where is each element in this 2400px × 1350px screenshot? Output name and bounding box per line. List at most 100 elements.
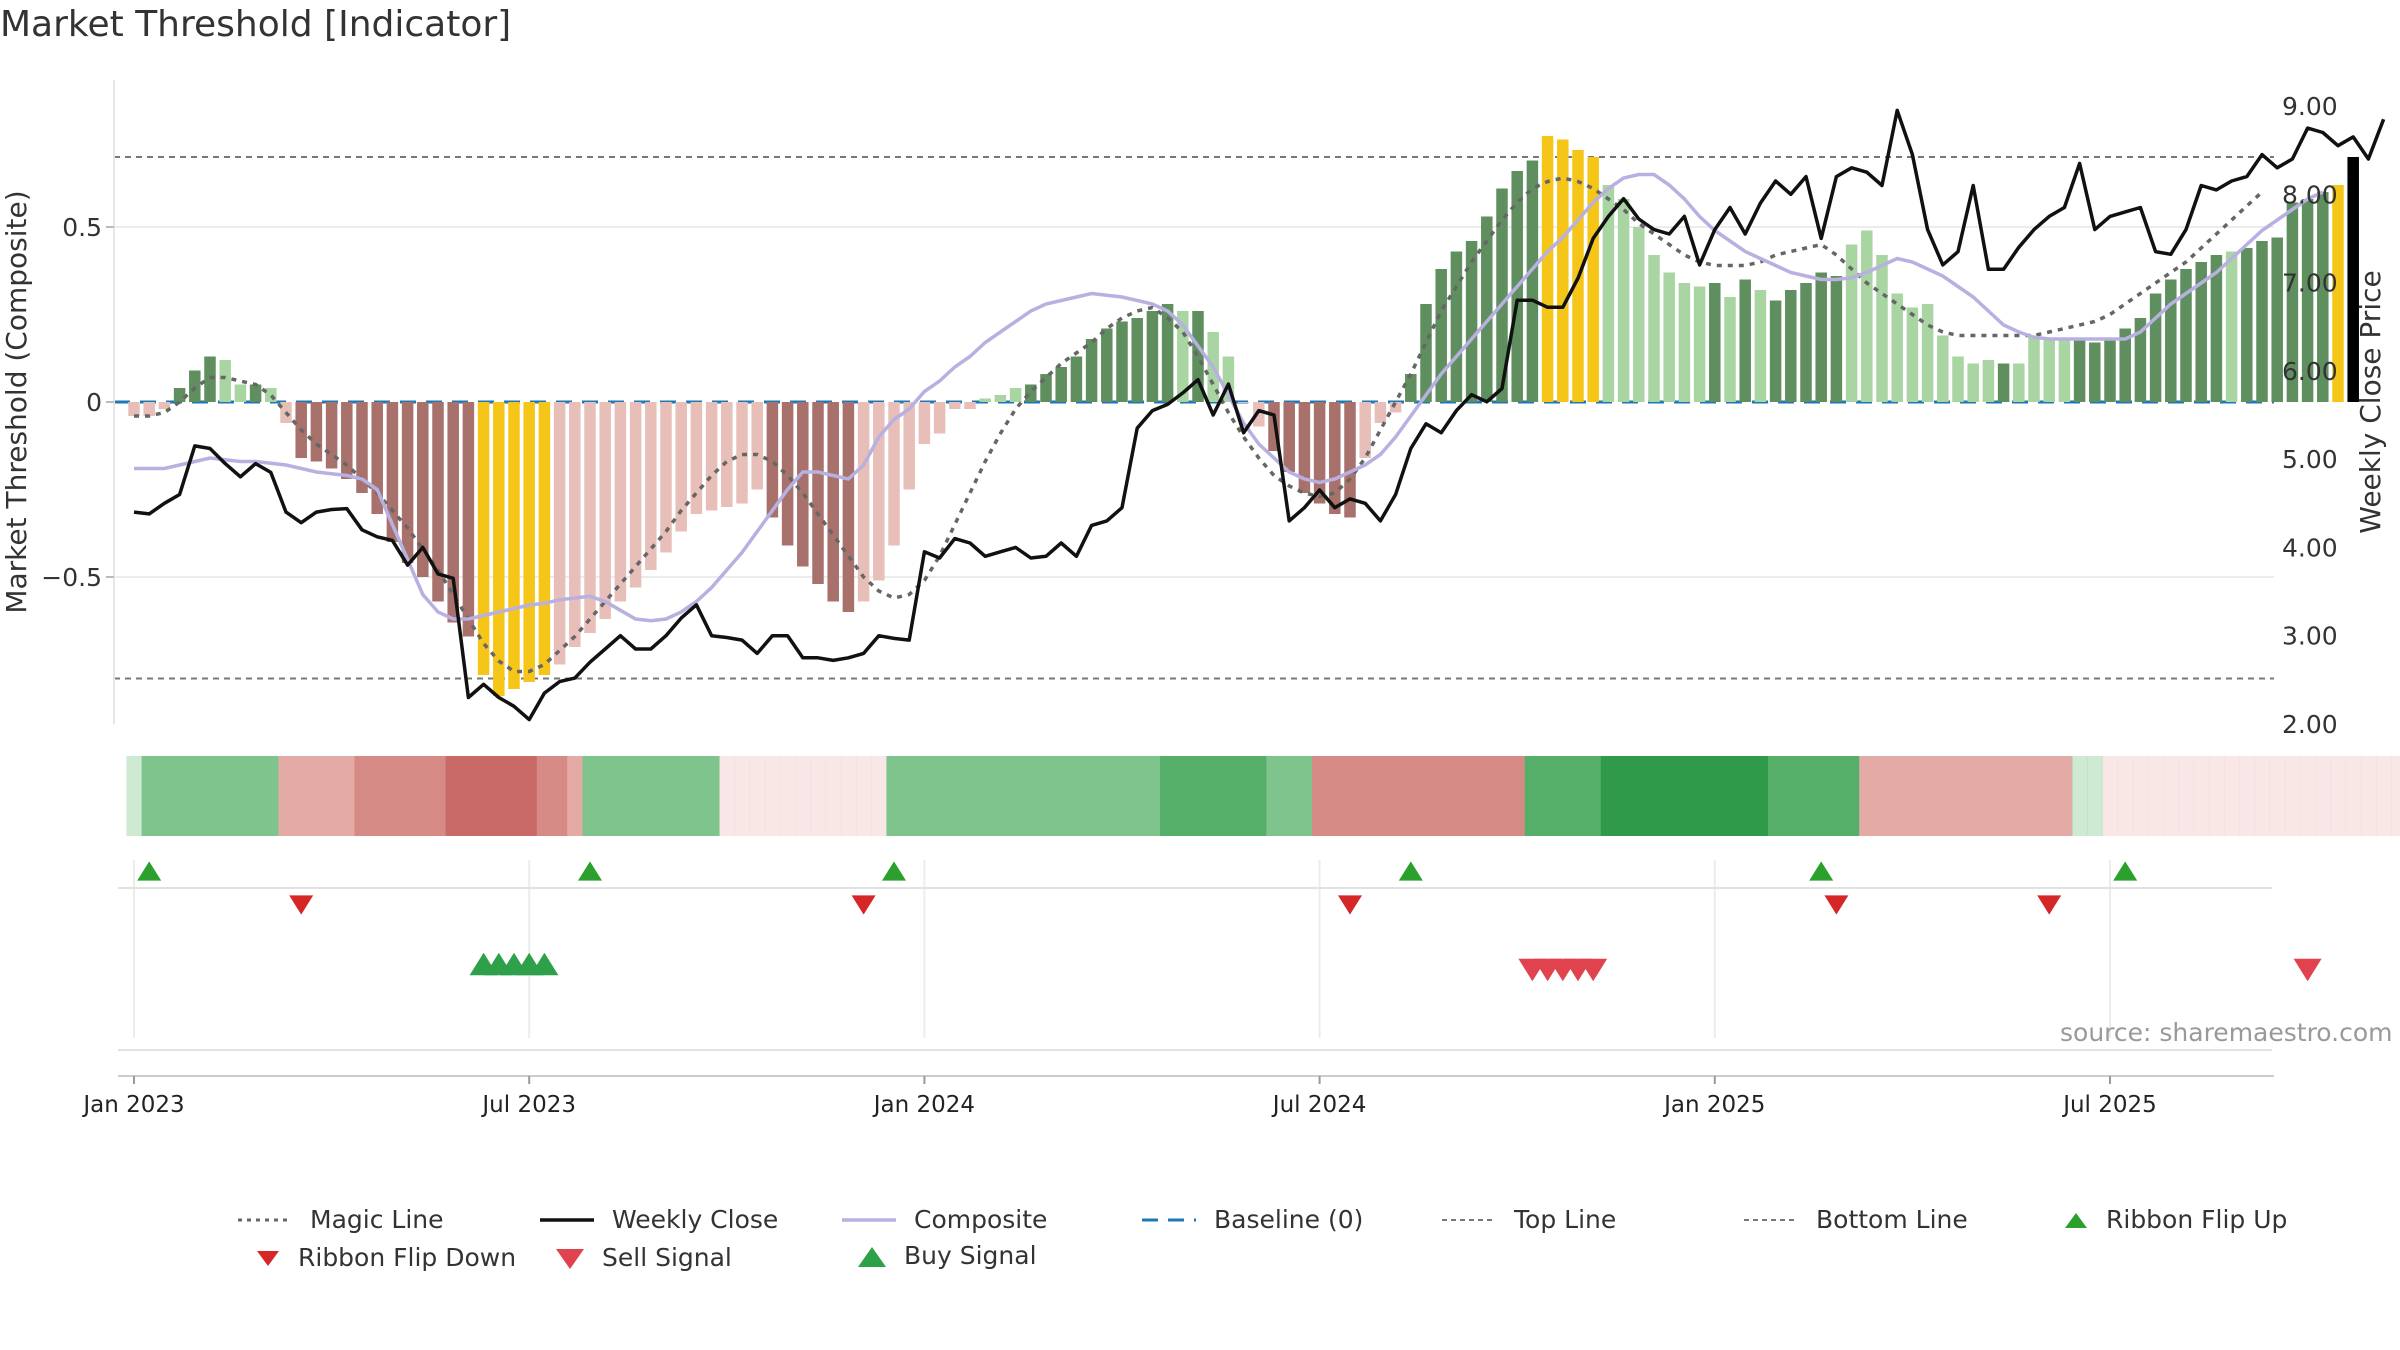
- ribbon-flip-up-marker: [137, 861, 162, 881]
- x-tick-label: Jul 2025: [2061, 1092, 2157, 1118]
- ribbon-cell: [840, 756, 857, 836]
- ribbon-cell: [1418, 756, 1435, 836]
- composite-bar: [766, 402, 779, 518]
- composite-bar: [690, 402, 703, 514]
- ribbon-cell: [1068, 756, 1085, 836]
- composite-bar: [1313, 402, 1326, 504]
- composite-bar: [1283, 402, 1295, 472]
- ribbon-cell: [400, 756, 416, 836]
- x-axis: Jan 2023 Jul 2023 Jan 2024 Jul 2024 Jan 2025…: [81, 1075, 2274, 1118]
- ribbon-cell: [552, 756, 568, 836]
- ribbon-cell: [232, 756, 249, 836]
- composite-bar: [1496, 188, 1508, 402]
- ribbon-cell: [1433, 756, 1450, 836]
- ribbon-cell: [2087, 756, 2103, 836]
- composite-bar: [675, 402, 687, 532]
- ribbon-cell: [764, 756, 781, 836]
- composite-bar: [2317, 192, 2329, 402]
- ribbon-cell: [704, 756, 720, 836]
- composite-bar: [1845, 244, 1858, 402]
- ribbon-cell: [1008, 756, 1024, 836]
- ribbon-cell: [2345, 756, 2362, 836]
- legend-label: Sell Signal: [602, 1243, 732, 1272]
- ribbon-cell: [1053, 756, 1070, 836]
- ribbon-cell: [354, 756, 371, 836]
- composite-bar: [1906, 307, 1919, 402]
- ribbon-cell: [688, 756, 705, 836]
- ribbon-cell: [2224, 756, 2240, 836]
- composite-bar: [1161, 304, 1174, 402]
- composite-bar: [158, 402, 171, 409]
- signal-markers: [118, 861, 2322, 1051]
- ribbon-cell: [2132, 756, 2149, 836]
- composite-bar: [2301, 199, 2314, 402]
- ribbon-cell: [673, 756, 690, 836]
- ribbon-cell: [1631, 756, 1647, 836]
- composite-bar: [2013, 363, 2025, 402]
- ribbon-cell: [536, 756, 553, 836]
- ribbon-cell: [825, 756, 842, 836]
- ribbon-cell: [1144, 756, 1161, 836]
- ribbon-cell: [1692, 756, 1708, 836]
- composite-bar: [1709, 283, 1721, 402]
- composite-bar: [386, 402, 399, 542]
- ribbon-cell: [156, 756, 173, 836]
- ribbon-cell: [1205, 756, 1222, 836]
- composite-bar: [1663, 272, 1675, 402]
- ribbon-cell: [1965, 756, 1982, 836]
- composite-bar: [1648, 255, 1660, 402]
- right-tick-label: 3.00: [2282, 622, 2338, 651]
- ribbon-cell: [582, 756, 599, 836]
- ribbon-cell: [1798, 756, 1815, 836]
- ribbon-cell: [1783, 756, 1799, 836]
- ribbon-cell: [1585, 756, 1602, 836]
- left-tick-label: 0.5: [62, 213, 102, 242]
- composite-bar: [1587, 157, 1599, 402]
- composite-bar: [721, 402, 733, 507]
- ribbon-cell: [1935, 756, 1951, 836]
- composite-bar: [2043, 339, 2055, 402]
- composite-bar: [964, 402, 976, 409]
- ribbon-cell: [2376, 756, 2392, 836]
- ribbon-cell: [1707, 756, 1723, 836]
- ribbon-cell: [1388, 756, 1404, 836]
- ribbon-cell: [2193, 756, 2210, 836]
- composite-bar: [173, 388, 186, 402]
- composite-bar: [2210, 255, 2223, 402]
- ribbon-cell: [932, 756, 948, 836]
- composite-bar: [310, 402, 323, 462]
- composite-bar: [1830, 276, 1843, 402]
- ribbon-cell: [1904, 756, 1921, 836]
- ribbon-cell: [1494, 756, 1511, 836]
- ribbon-cell: [1874, 756, 1891, 836]
- composite-bar: [1298, 402, 1311, 493]
- legend-item-magic: Magic Line: [236, 1205, 444, 1234]
- composite-bar: [2256, 241, 2268, 402]
- composite-bar: [1557, 139, 1569, 402]
- composite-bar: [356, 402, 368, 493]
- composite-bar: [1253, 402, 1265, 427]
- composite-bar: [1374, 402, 1387, 423]
- composite-bar: [128, 402, 140, 416]
- composite-bar: [797, 402, 809, 567]
- composite-bar: [2347, 157, 2359, 402]
- right-tick-label: 2.00: [2282, 710, 2338, 739]
- ribbon-cell: [1616, 756, 1632, 836]
- composite-bar: [1085, 339, 1098, 402]
- ribbon-cell: [901, 756, 918, 836]
- composite-bar: [1009, 388, 1022, 402]
- ribbon-cell: [278, 756, 295, 836]
- x-tick-label: Jan 2023: [81, 1092, 184, 1118]
- ribbon-cell: [1752, 756, 1769, 836]
- ribbon-cell: [263, 756, 279, 836]
- composite-bar: [1526, 160, 1539, 402]
- composite-bar: [2058, 339, 2071, 402]
- composite-bar: [1739, 279, 1751, 402]
- ribbon-cell: [1114, 756, 1131, 836]
- ribbon-cell: [2056, 756, 2073, 836]
- composite-bar: [2165, 279, 2177, 402]
- composite-bar: [1861, 230, 1873, 402]
- ribbon-cell: [992, 756, 1009, 836]
- ribbon-flip-down-marker: [2037, 895, 2062, 915]
